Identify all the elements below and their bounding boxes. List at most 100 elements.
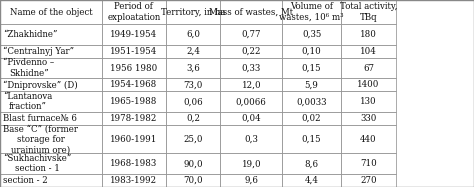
Bar — [166, 45, 220, 58]
Bar — [220, 125, 282, 153]
Bar — [166, 24, 220, 45]
Bar — [102, 91, 166, 112]
Text: 0,0033: 0,0033 — [296, 97, 327, 106]
Text: 90,0: 90,0 — [183, 159, 203, 168]
Text: 1954-1968: 1954-1968 — [110, 80, 157, 89]
Text: 0,33: 0,33 — [242, 64, 261, 73]
Bar — [220, 78, 282, 91]
Text: Territory, in ha: Territory, in ha — [161, 7, 225, 17]
Text: “Sukhachivske”
section - 1: “Sukhachivske” section - 1 — [3, 154, 72, 173]
Bar — [102, 153, 166, 174]
Bar — [166, 0, 220, 24]
Bar — [220, 112, 282, 125]
Text: 104: 104 — [360, 47, 377, 56]
Bar — [341, 58, 396, 78]
Bar — [166, 58, 220, 78]
Text: Base “C” (former
storage for
urainium ore): Base “C” (former storage for urainium or… — [3, 124, 78, 154]
Text: 0,22: 0,22 — [241, 47, 261, 56]
Text: “Pivdenno –
Skhidne”: “Pivdenno – Skhidne” — [3, 58, 54, 78]
Text: Mass of wastes, Mt: Mass of wastes, Mt — [209, 7, 293, 17]
Bar — [166, 112, 220, 125]
Bar — [0, 24, 102, 45]
Text: 1978-1982: 1978-1982 — [110, 114, 157, 123]
Text: 70,0: 70,0 — [183, 176, 203, 185]
Text: 330: 330 — [360, 114, 377, 123]
Bar — [341, 0, 396, 24]
Bar — [102, 58, 166, 78]
Bar — [341, 24, 396, 45]
Text: Period of
exploatation: Period of exploatation — [107, 2, 161, 22]
Text: 130: 130 — [360, 97, 377, 106]
Text: 1960-1991: 1960-1991 — [110, 135, 157, 144]
Text: Name of the object: Name of the object — [9, 7, 92, 17]
Bar — [0, 112, 102, 125]
Text: 0,15: 0,15 — [302, 64, 321, 73]
Text: 1400: 1400 — [357, 80, 380, 89]
Text: “Dniprovske” (D): “Dniprovske” (D) — [3, 80, 78, 90]
Bar — [102, 174, 166, 187]
Text: 25,0: 25,0 — [183, 135, 203, 144]
Bar — [341, 78, 396, 91]
Bar — [102, 125, 166, 153]
Text: 0,3: 0,3 — [244, 135, 258, 144]
Text: 12,0: 12,0 — [241, 80, 261, 89]
Bar — [0, 58, 102, 78]
Text: Total activity,
TBq: Total activity, TBq — [340, 2, 397, 22]
Bar — [0, 0, 102, 24]
Bar — [102, 0, 166, 24]
Bar — [341, 91, 396, 112]
Text: 0,02: 0,02 — [302, 114, 321, 123]
Bar — [0, 125, 102, 153]
Bar — [0, 153, 102, 174]
Text: Blast furnace№ 6: Blast furnace№ 6 — [3, 114, 77, 123]
Text: 0,77: 0,77 — [241, 30, 261, 39]
Bar — [282, 125, 341, 153]
Bar — [282, 45, 341, 58]
Bar — [341, 153, 396, 174]
Text: 0,2: 0,2 — [186, 114, 200, 123]
Text: 0,04: 0,04 — [241, 114, 261, 123]
Text: 8,6: 8,6 — [305, 159, 319, 168]
Text: 1951-1954: 1951-1954 — [110, 47, 157, 56]
Text: 1983-1992: 1983-1992 — [110, 176, 157, 185]
Bar — [220, 153, 282, 174]
Text: section - 2: section - 2 — [3, 176, 48, 185]
Bar — [102, 24, 166, 45]
Text: 5,9: 5,9 — [305, 80, 319, 89]
Bar — [341, 45, 396, 58]
Bar — [282, 78, 341, 91]
Bar — [0, 91, 102, 112]
Text: 9,6: 9,6 — [244, 176, 258, 185]
Text: 0,0066: 0,0066 — [236, 97, 266, 106]
Text: 0,10: 0,10 — [302, 47, 321, 56]
Bar — [220, 24, 282, 45]
Text: 3,6: 3,6 — [186, 64, 200, 73]
Text: 180: 180 — [360, 30, 377, 39]
Text: 440: 440 — [360, 135, 377, 144]
Bar — [220, 58, 282, 78]
Text: 270: 270 — [360, 176, 377, 185]
Bar — [282, 58, 341, 78]
Bar — [282, 153, 341, 174]
Text: 1968-1983: 1968-1983 — [110, 159, 157, 168]
Text: Volume of
wastes, 10⁶ m³: Volume of wastes, 10⁶ m³ — [279, 2, 344, 22]
Bar — [102, 112, 166, 125]
Text: 0,06: 0,06 — [183, 97, 203, 106]
Text: 2,4: 2,4 — [186, 47, 200, 56]
Bar — [282, 91, 341, 112]
Bar — [282, 112, 341, 125]
Text: “Zhakhidne”: “Zhakhidne” — [3, 30, 57, 39]
Text: 19,0: 19,0 — [241, 159, 261, 168]
Bar — [282, 0, 341, 24]
Bar — [166, 91, 220, 112]
Bar — [341, 112, 396, 125]
Bar — [166, 125, 220, 153]
Text: “Centralnyj Yar”: “Centralnyj Yar” — [3, 47, 74, 56]
Text: 0,35: 0,35 — [302, 30, 321, 39]
Text: 67: 67 — [363, 64, 374, 73]
Text: 4,4: 4,4 — [305, 176, 319, 185]
Text: 710: 710 — [360, 159, 377, 168]
Bar — [0, 78, 102, 91]
Bar — [220, 174, 282, 187]
Text: 1965-1988: 1965-1988 — [110, 97, 157, 106]
